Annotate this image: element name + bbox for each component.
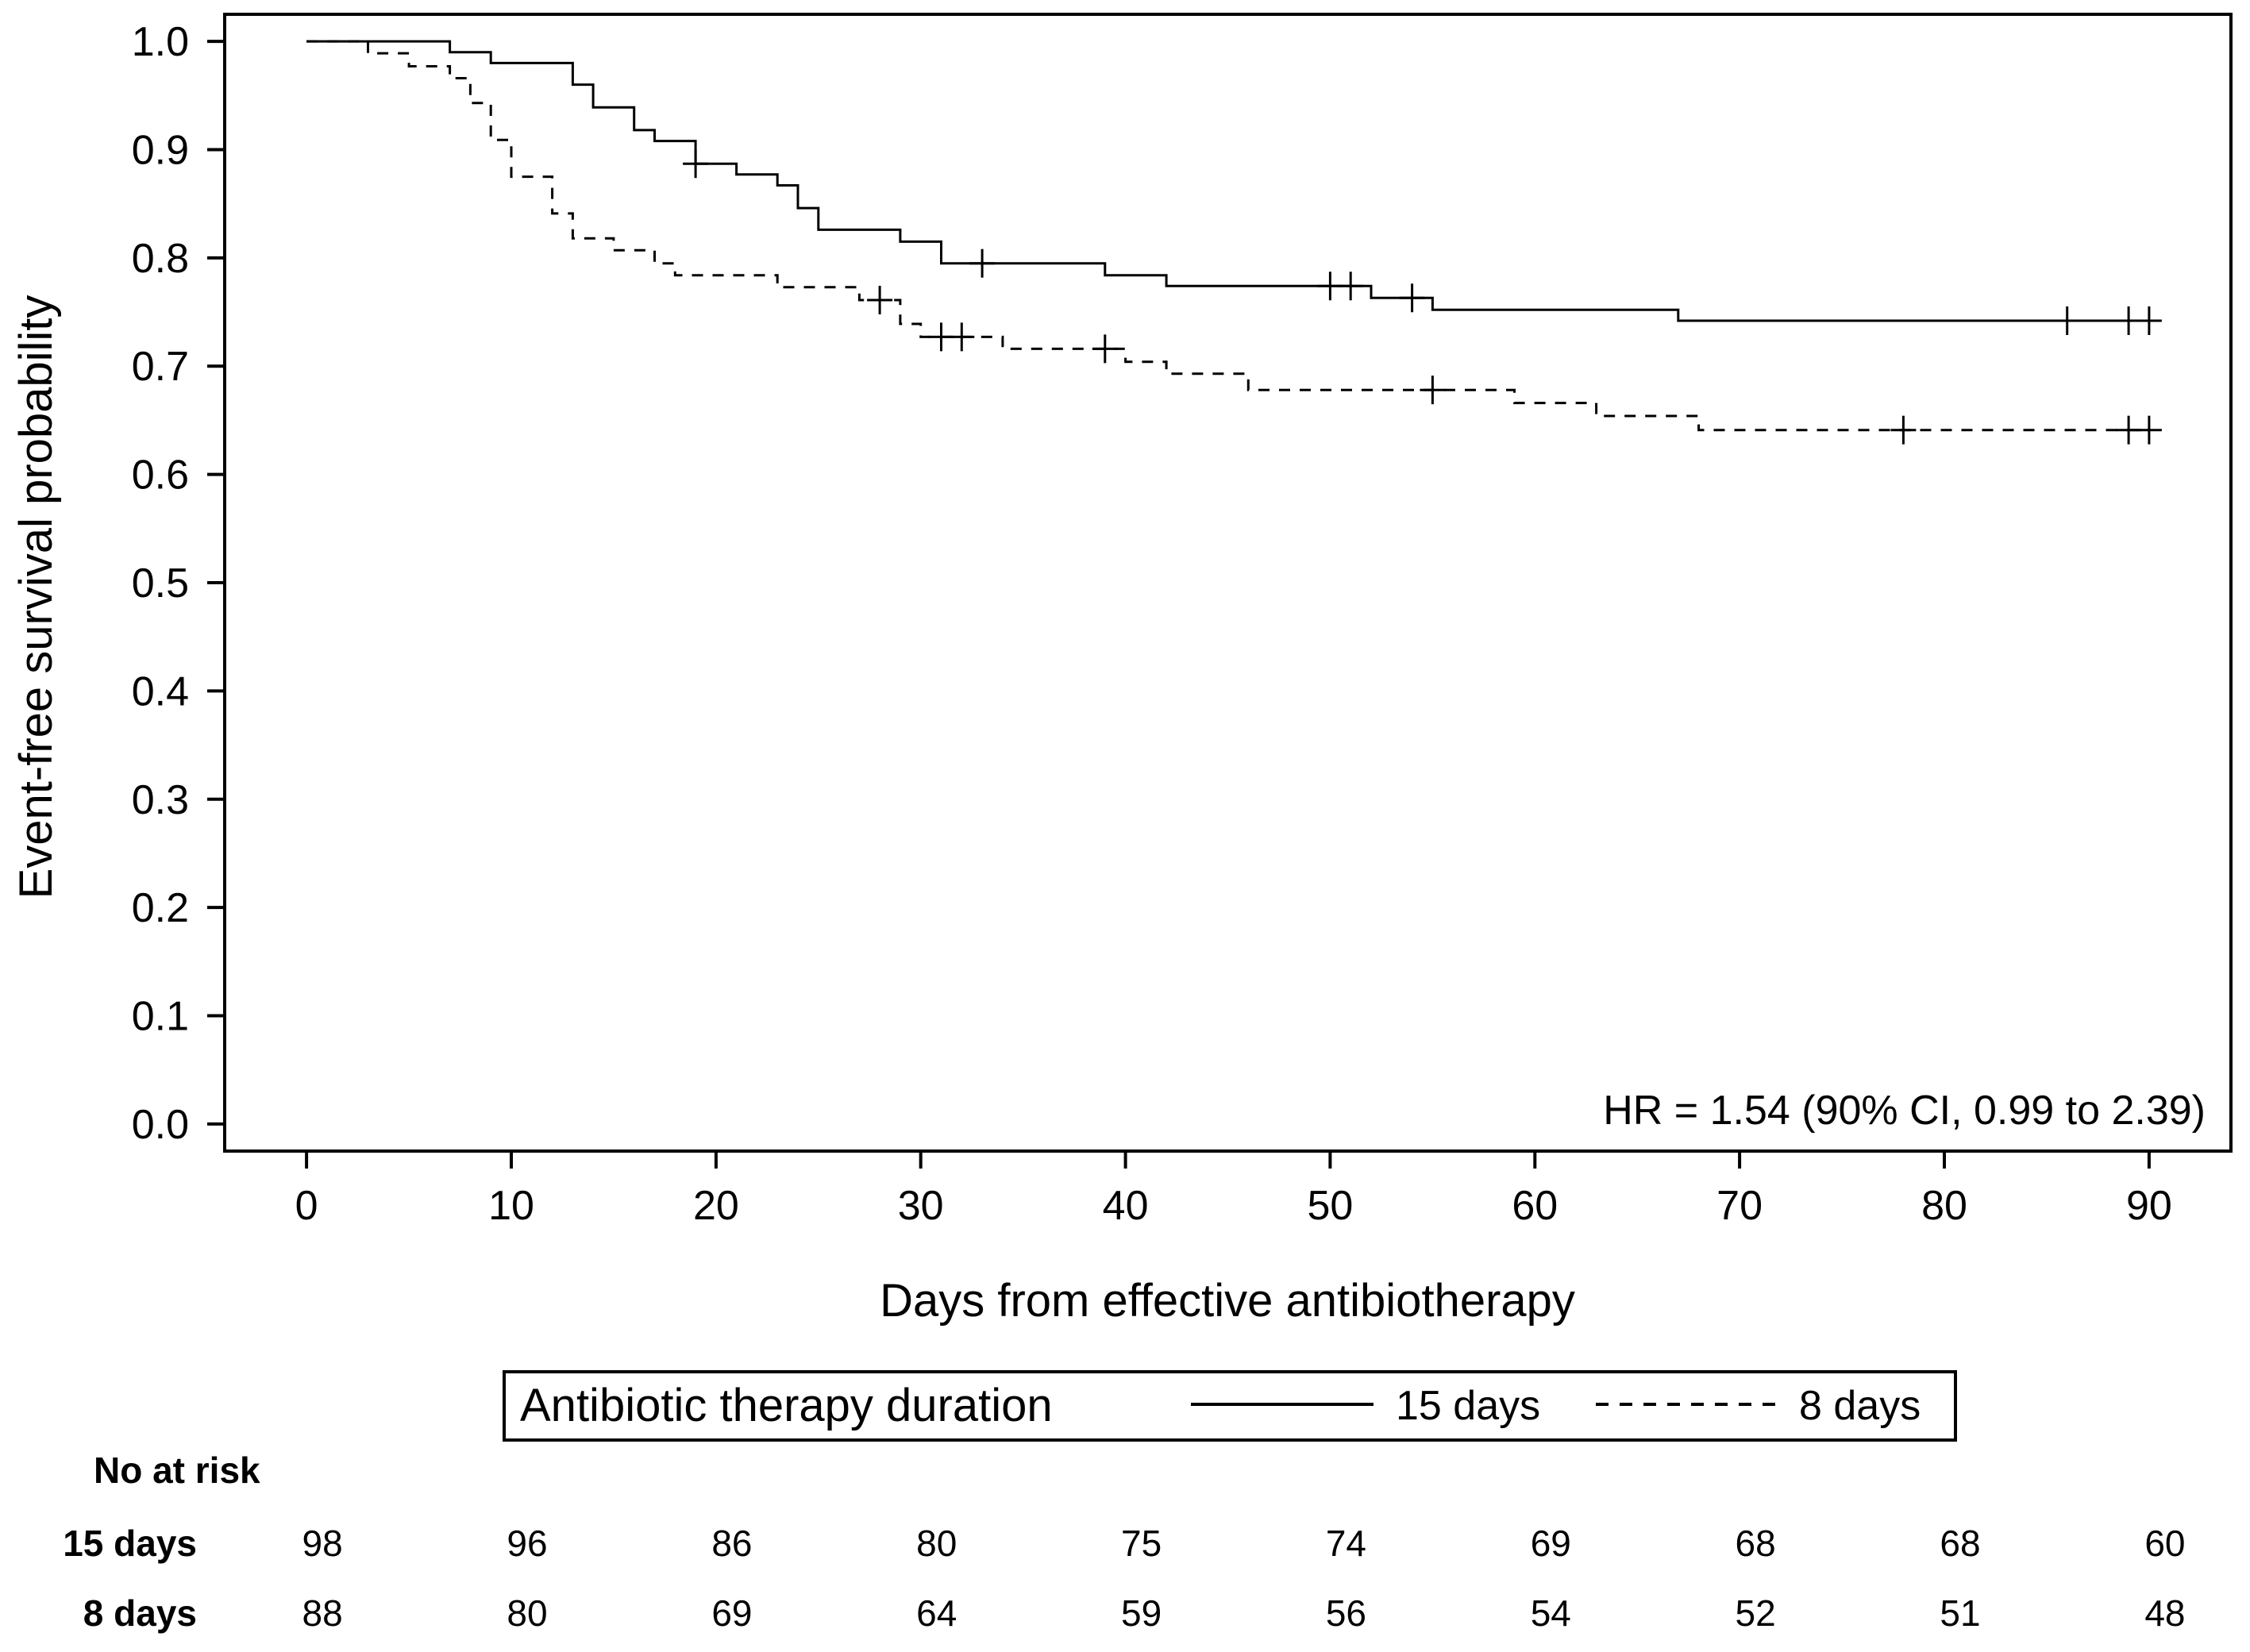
risk-value-15-days-70: 68 — [1736, 1523, 1776, 1564]
x-tick-label-10: 10 — [488, 1183, 534, 1229]
legend-entry-8-days: 8 days — [1799, 1383, 1921, 1429]
plot-frame — [223, 13, 2233, 1153]
risk-value-8-days-20: 69 — [711, 1592, 752, 1634]
x-axis-label: Days from effective antibiotherapy — [880, 1275, 1575, 1327]
x-tick-label-80: 80 — [1921, 1183, 1967, 1229]
risk-row-label-8-days: 8 days — [83, 1592, 197, 1634]
x-tick-label-70: 70 — [1716, 1183, 1763, 1229]
hazard-ratio-annotation: HR = 1.54 (90% CI, 0.99 to 2.39) — [1603, 1088, 2206, 1134]
risk-value-8-days-50: 56 — [1326, 1592, 1366, 1634]
y-tick-label-3: 0.3 — [132, 777, 189, 823]
risk-value-8-days-0: 88 — [302, 1592, 343, 1634]
risk-value-15-days-80: 68 — [1940, 1523, 1980, 1564]
series-line-8-days — [306, 40, 2149, 432]
risk-value-15-days-50: 74 — [1326, 1523, 1366, 1564]
y-tick-label-5: 0.5 — [132, 560, 189, 607]
y-axis-label: Event-free survival probability — [10, 295, 62, 899]
x-tick-label-60: 60 — [1512, 1183, 1558, 1229]
y-tick-label-1: 0.1 — [132, 994, 189, 1040]
y-tick-label-8: 0.8 — [132, 236, 189, 282]
risk-value-8-days-90: 48 — [2144, 1592, 2185, 1634]
risk-table-title: No at risk — [94, 1450, 260, 1491]
risk-value-8-days-70: 52 — [1736, 1592, 1776, 1634]
risk-value-8-days-80: 51 — [1940, 1592, 1980, 1634]
x-tick-label-50: 50 — [1307, 1183, 1353, 1229]
legend-frame — [503, 1370, 1957, 1442]
risk-value-15-days-20: 86 — [711, 1523, 752, 1564]
legend-title: Antibiotic therapy duration — [520, 1380, 1053, 1431]
y-axis: 0.0 0.1 0.2 0.3 0.4 0.5 0.6 0.7 0.8 0.9 1.0 — [132, 19, 225, 1148]
y-tick-label-4: 0.4 — [132, 668, 189, 714]
x-tick-label-20: 20 — [693, 1183, 739, 1229]
risk-value-15-days-10: 96 — [507, 1523, 547, 1564]
risk-values: 98 96 86 80 75 74 69 68 68 60 88 80 69 64 59 56 54 52 51 48 — [302, 1523, 2186, 1634]
y-tick-label-2: 0.2 — [132, 885, 189, 931]
y-tick-label-10: 1.0 — [132, 19, 189, 65]
x-axis: 0 10 20 30 40 50 60 70 80 90 — [295, 1151, 2172, 1229]
x-tick-label-30: 30 — [898, 1183, 944, 1229]
x-tick-label-40: 40 — [1103, 1183, 1149, 1229]
risk-row-label-15-days: 15 days — [63, 1523, 197, 1564]
legend-entry-15-days: 15 days — [1396, 1383, 1540, 1429]
x-tick-label-0: 0 — [295, 1183, 318, 1229]
y-tick-label-7: 0.7 — [132, 344, 189, 390]
risk-value-15-days-30: 80 — [916, 1523, 957, 1564]
x-tick-label-90: 90 — [2126, 1183, 2172, 1229]
series-layer — [306, 40, 2162, 445]
y-tick-label-6: 0.6 — [132, 452, 189, 499]
risk-value-15-days-40: 75 — [1121, 1523, 1162, 1564]
risk-value-8-days-40: 59 — [1121, 1592, 1162, 1634]
risk-value-8-days-30: 64 — [916, 1592, 957, 1634]
y-tick-label-9: 0.9 — [132, 128, 189, 174]
y-tick-label-0: 0.0 — [132, 1102, 189, 1148]
risk-table: No at risk 15 days 8 days 98 96 86 80 75 74 69… — [63, 1450, 2185, 1634]
series-line-15-days — [306, 40, 2149, 322]
risk-value-8-days-10: 80 — [507, 1592, 547, 1634]
risk-value-15-days-60: 69 — [1531, 1523, 1571, 1564]
risk-value-8-days-60: 54 — [1531, 1592, 1571, 1634]
risk-value-15-days-90: 60 — [2144, 1523, 2185, 1564]
legend: Antibiotic therapy duration 15 days 8 da… — [503, 1370, 1957, 1442]
risk-value-15-days-0: 98 — [302, 1523, 343, 1564]
